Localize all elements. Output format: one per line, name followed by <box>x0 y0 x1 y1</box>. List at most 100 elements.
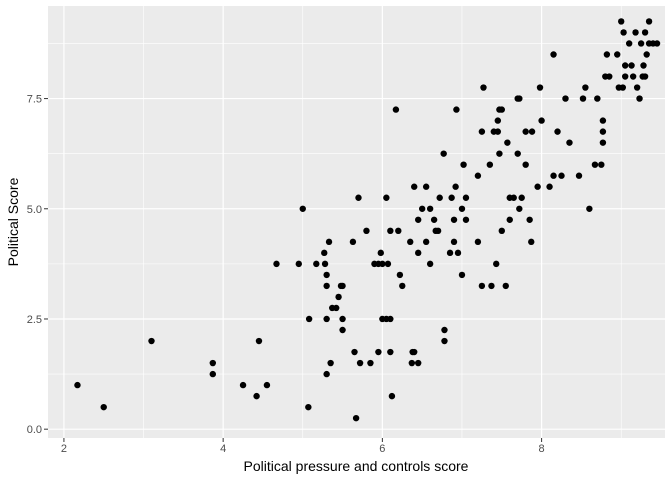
scatter-point <box>522 161 529 168</box>
scatter-point <box>599 139 607 146</box>
scatter-point <box>387 315 394 323</box>
scatter-point <box>516 95 523 102</box>
scatter-point <box>411 348 418 356</box>
scatter-point <box>454 249 462 257</box>
scatter-point <box>323 282 330 290</box>
scatter-point <box>441 337 448 345</box>
scatter-point <box>377 249 384 257</box>
scatter-point <box>255 337 263 345</box>
scatter-point <box>504 139 511 146</box>
x-tick-label: 6 <box>379 443 385 455</box>
scatter-point <box>518 194 525 201</box>
scatter-point <box>434 227 442 235</box>
y-axis-title: Political Score <box>5 177 21 266</box>
major-gridlines <box>48 6 665 438</box>
scatter-point <box>295 260 302 268</box>
x-tick-label: 8 <box>539 443 545 455</box>
scatter-point <box>636 95 643 102</box>
scatter-point <box>478 128 486 135</box>
scatter-point <box>321 249 328 257</box>
scatter-point <box>426 205 434 212</box>
scatter-point <box>415 249 422 257</box>
scatter-point <box>599 128 607 135</box>
scatter-point <box>305 315 313 323</box>
scatter-point <box>253 392 260 400</box>
scatter-point <box>383 194 390 201</box>
scatter-point <box>536 84 544 91</box>
scatter-point <box>305 403 312 411</box>
scatter-point <box>579 95 587 102</box>
scatter-point <box>355 194 362 201</box>
scatter-point <box>621 62 629 69</box>
y-tick-label: 0.0 <box>27 424 42 436</box>
scatter-point <box>614 51 621 58</box>
scatter-point <box>327 359 334 367</box>
scatter-point <box>436 194 443 201</box>
scatter-point <box>496 150 503 157</box>
scatter-point <box>453 106 460 113</box>
scatter-point <box>474 172 482 179</box>
scatter-point <box>498 106 505 113</box>
scatter-point <box>209 359 216 367</box>
scatter-point <box>474 238 482 246</box>
plot-panel <box>48 6 665 438</box>
scatter-point <box>510 194 517 201</box>
scatter-point <box>446 249 454 257</box>
scatter-point <box>643 51 650 58</box>
scatter-point <box>339 315 346 323</box>
y-tick-label: 2.5 <box>27 314 42 326</box>
scatter-point <box>562 95 569 102</box>
scatter-point <box>339 282 346 290</box>
scatter-point <box>452 183 459 190</box>
scatter-point <box>493 260 500 268</box>
scatter-point <box>440 150 447 157</box>
scatter-point <box>494 117 502 124</box>
scatter-point <box>629 73 637 80</box>
scatter-point <box>550 51 557 58</box>
scatter-point <box>606 73 613 80</box>
scatter-point <box>399 282 406 290</box>
scatter-point <box>450 216 458 223</box>
scatter-point <box>325 238 333 246</box>
scatter-point <box>299 205 306 212</box>
scatter-point <box>494 128 502 135</box>
scatter-point <box>462 216 470 223</box>
x-axis-title: Political pressure and controls score <box>244 458 469 474</box>
scatter-point <box>598 161 605 168</box>
scatter-point <box>313 260 320 268</box>
scatter-point <box>645 18 653 25</box>
scatter-point <box>339 326 346 334</box>
scatter-point <box>506 216 513 223</box>
scatter-point <box>323 315 330 323</box>
scatter-point <box>356 359 364 367</box>
data-points <box>74 18 661 422</box>
scatter-point <box>550 172 557 179</box>
scatter-point <box>430 216 438 223</box>
scatter-point <box>582 84 589 91</box>
scatter-point <box>620 29 627 36</box>
scatter-point <box>411 183 418 190</box>
scatter-point <box>321 260 329 268</box>
scatter-point <box>460 161 467 168</box>
y-tick-label: 5.0 <box>27 204 42 216</box>
scatter-point <box>367 359 374 367</box>
scatter-point <box>522 128 529 135</box>
scatter-point <box>387 227 394 235</box>
scatter-point <box>100 403 107 411</box>
scatter-point <box>619 84 627 91</box>
scatter-point <box>516 205 523 212</box>
scatter-point <box>415 216 422 223</box>
scatter-point <box>599 117 607 124</box>
scatter-point <box>488 282 495 290</box>
scatter-point <box>352 414 360 422</box>
scatter-point <box>379 260 386 268</box>
scatter-point <box>641 29 649 36</box>
scatter-point <box>594 95 601 102</box>
scatter-point <box>450 238 458 246</box>
scatter-point <box>392 106 400 113</box>
y-tick-labels: 0.0 2.5 5.0 7.5 <box>27 94 42 437</box>
scatter-point <box>621 73 629 80</box>
scatter-point <box>534 183 541 190</box>
scatter-point <box>458 271 466 279</box>
